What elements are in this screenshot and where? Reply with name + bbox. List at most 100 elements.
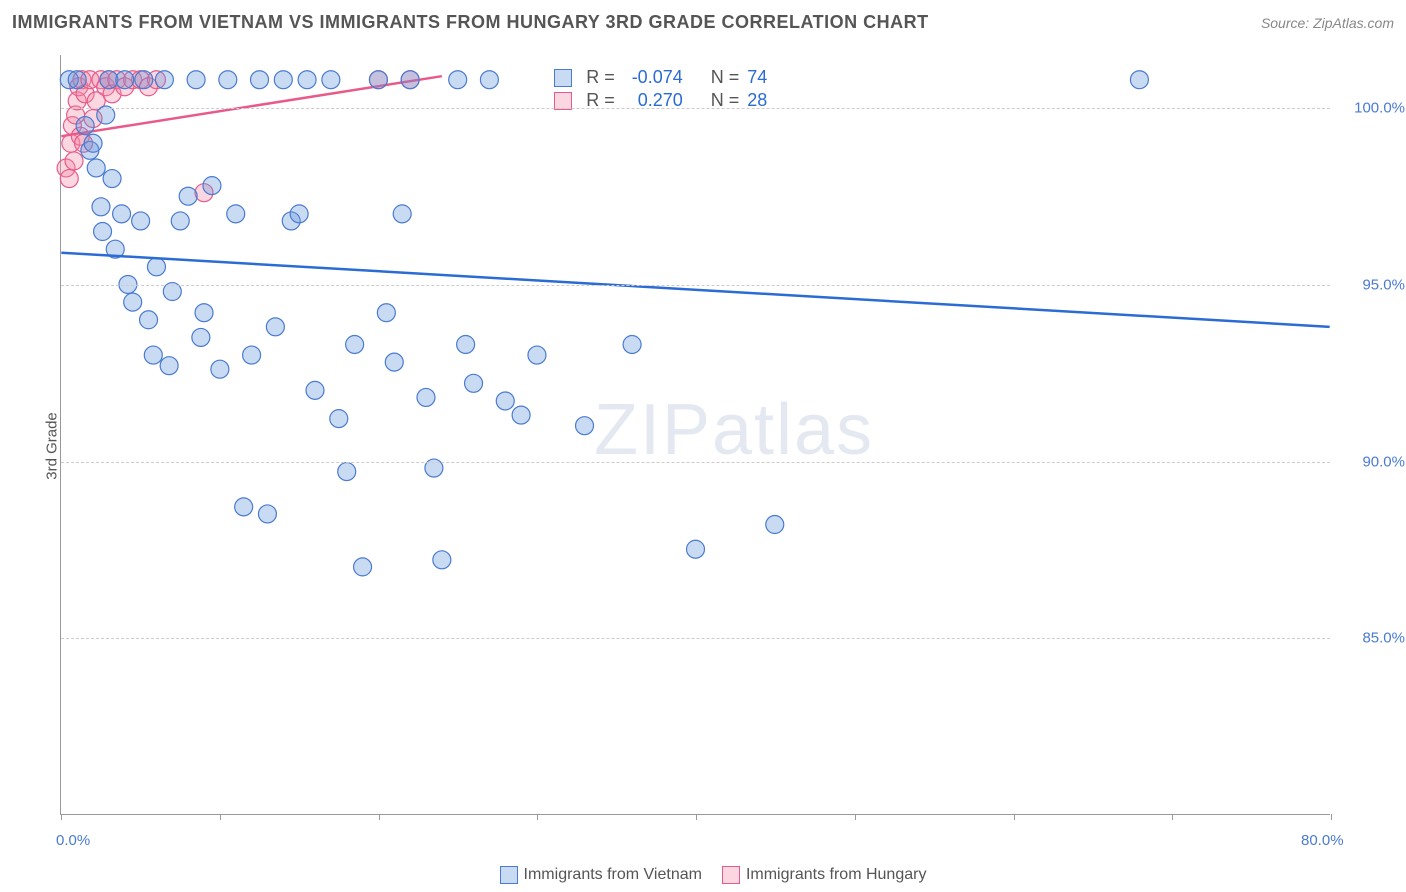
vietnam-point	[147, 258, 165, 276]
vietnam-point	[576, 417, 594, 435]
x-tick	[220, 814, 221, 820]
bottom-legend: Immigrants from Vietnam Immigrants from H…	[0, 866, 1406, 884]
vietnam-point	[140, 311, 158, 329]
vietnam-point	[171, 212, 189, 230]
vietnam-point	[266, 318, 284, 336]
vietnam-point	[92, 198, 110, 216]
vietnam-point	[195, 304, 213, 322]
vietnam-point	[116, 71, 134, 89]
n-label: N =	[711, 67, 740, 88]
x-tick	[379, 814, 380, 820]
x-tick	[855, 814, 856, 820]
vietnam-point	[480, 71, 498, 89]
vietnam-point	[132, 212, 150, 230]
hungary-point	[60, 170, 78, 188]
vietnam-point	[87, 159, 105, 177]
vietnam-point	[251, 71, 269, 89]
vietnam-point	[258, 505, 276, 523]
vietnam-point	[211, 360, 229, 378]
y-tick-label: 95.0%	[1362, 276, 1405, 293]
source-attribution: Source: ZipAtlas.com	[1261, 15, 1394, 31]
chart-container: IMMIGRANTS FROM VIETNAM VS IMMIGRANTS FR…	[0, 0, 1406, 892]
vietnam-point	[465, 374, 483, 392]
vietnam-point	[227, 205, 245, 223]
vietnam-point	[124, 293, 142, 311]
vietnam-point	[94, 223, 112, 241]
legend-label: Immigrants from Vietnam	[524, 866, 702, 883]
hungary-point	[65, 152, 83, 170]
vietnam-trendline	[61, 253, 1329, 327]
chart-svg	[61, 55, 1330, 814]
vietnam-point	[433, 551, 451, 569]
vietnam-point	[322, 71, 340, 89]
vietnam-point	[179, 187, 197, 205]
y-tick-label: 85.0%	[1362, 630, 1405, 647]
vietnam-point	[512, 406, 530, 424]
y-axis-label: 3rd Grade	[43, 412, 60, 480]
vietnam-point	[160, 357, 178, 375]
vietnam-point	[243, 346, 261, 364]
x-tick	[1172, 814, 1173, 820]
vietnam-point	[187, 71, 205, 89]
x-tick	[1014, 814, 1015, 820]
vietnam-point	[457, 335, 475, 353]
vietnam-point	[346, 335, 364, 353]
vietnam-point	[76, 117, 94, 135]
vietnam-point	[274, 71, 292, 89]
vietnam-point	[298, 71, 316, 89]
vietnam-point	[203, 177, 221, 195]
plot-area: ZIPatlas R =-0.074N =74R = 0.270N =28 85…	[60, 55, 1330, 815]
vietnam-point	[290, 205, 308, 223]
legend-label: Immigrants from Hungary	[746, 866, 927, 883]
legend-swatch	[722, 866, 740, 884]
vietnam-point	[354, 558, 372, 576]
gridline	[61, 638, 1330, 639]
x-tick-label: 80.0%	[1301, 832, 1344, 849]
vietnam-point	[113, 205, 131, 223]
vietnam-point	[623, 335, 641, 353]
vietnam-point	[449, 71, 467, 89]
gridline	[61, 108, 1330, 109]
x-tick	[1331, 814, 1332, 820]
vietnam-point	[330, 410, 348, 428]
r-label: R =	[586, 67, 615, 88]
x-tick	[537, 814, 538, 820]
vietnam-point	[306, 381, 324, 399]
vietnam-point	[766, 516, 784, 534]
chart-title: IMMIGRANTS FROM VIETNAM VS IMMIGRANTS FR…	[12, 12, 929, 33]
legend-swatch	[554, 92, 572, 110]
vietnam-point	[192, 328, 210, 346]
x-tick-label: 0.0%	[56, 832, 90, 849]
stats-legend-box: R =-0.074N =74R = 0.270N =28	[543, 60, 778, 118]
y-tick-label: 100.0%	[1354, 100, 1405, 117]
n-value: 74	[747, 67, 767, 88]
title-bar: IMMIGRANTS FROM VIETNAM VS IMMIGRANTS FR…	[12, 12, 1394, 33]
gridline	[61, 285, 1330, 286]
vietnam-point	[84, 134, 102, 152]
vietnam-point	[144, 346, 162, 364]
vietnam-point	[338, 463, 356, 481]
vietnam-point	[68, 71, 86, 89]
vietnam-point	[393, 205, 411, 223]
vietnam-point	[687, 540, 705, 558]
vietnam-point	[417, 388, 435, 406]
vietnam-point	[369, 71, 387, 89]
vietnam-point	[103, 170, 121, 188]
vietnam-point	[401, 71, 419, 89]
vietnam-point	[385, 353, 403, 371]
x-tick	[61, 814, 62, 820]
y-tick-label: 90.0%	[1362, 453, 1405, 470]
vietnam-point	[219, 71, 237, 89]
x-tick	[696, 814, 697, 820]
vietnam-point	[155, 71, 173, 89]
legend-swatch	[500, 866, 518, 884]
vietnam-point	[235, 498, 253, 516]
vietnam-point	[1130, 71, 1148, 89]
legend-swatch	[554, 69, 572, 87]
gridline	[61, 462, 1330, 463]
vietnam-point	[377, 304, 395, 322]
r-value: -0.074	[623, 67, 683, 88]
vietnam-point	[135, 71, 153, 89]
stats-row: R = -0.074 N = 74	[554, 67, 767, 88]
vietnam-point	[496, 392, 514, 410]
